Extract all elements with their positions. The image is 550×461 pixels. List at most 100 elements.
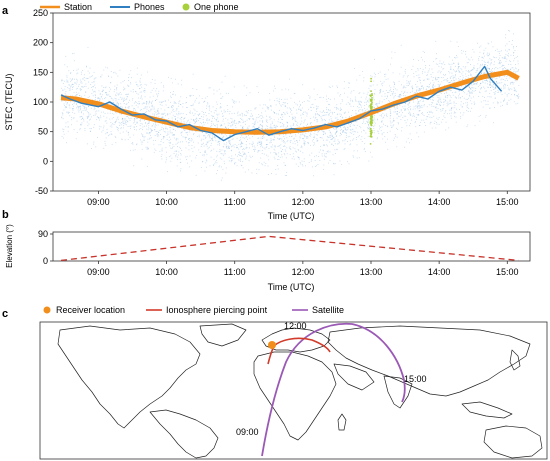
phones-scatter-point <box>385 90 387 91</box>
phones-scatter-point <box>350 143 351 145</box>
phones-scatter-point <box>208 87 210 89</box>
phones-scatter-point <box>196 117 197 119</box>
phones-scatter-point <box>128 105 130 107</box>
phones-scatter-point <box>473 67 475 69</box>
phones-scatter-point <box>149 96 151 98</box>
phones-scatter-point <box>489 81 491 83</box>
phones-scatter-point <box>224 153 226 155</box>
panel-b-xtick-label: 13:00 <box>360 267 383 277</box>
phones-scatter-point <box>490 41 492 43</box>
phones-scatter-point <box>436 122 437 123</box>
phones-scatter-point <box>427 71 429 73</box>
phones-scatter-point <box>137 85 139 87</box>
phones-scatter-point <box>94 114 96 116</box>
phones-scatter-point <box>233 112 235 114</box>
phones-scatter-point <box>396 111 398 112</box>
phones-scatter-point <box>386 114 387 116</box>
phones-scatter-point <box>125 121 127 123</box>
phones-scatter-point <box>172 105 174 107</box>
phones-scatter-point <box>117 93 119 95</box>
phones-scatter-point <box>356 137 357 138</box>
phones-scatter-point <box>496 48 498 50</box>
phones-scatter-point <box>345 134 347 136</box>
phones-scatter-point <box>236 147 238 149</box>
phones-scatter-point <box>81 86 83 88</box>
phones-scatter-point <box>399 95 401 97</box>
phones-scatter-point <box>242 149 243 150</box>
phones-scatter-point <box>254 149 256 150</box>
phones-scatter-point <box>243 148 245 150</box>
phones-scatter-point <box>178 151 180 153</box>
phones-scatter-point <box>384 76 386 78</box>
phones-scatter-point <box>499 55 501 56</box>
phones-scatter-point <box>459 76 461 77</box>
phones-scatter-point <box>299 106 300 108</box>
phones-scatter-point <box>326 112 328 113</box>
phones-scatter-point <box>409 142 410 144</box>
phones-scatter-point <box>270 117 272 119</box>
phones-scatter-point <box>257 137 259 139</box>
phones-scatter-point <box>126 103 128 105</box>
phones-scatter-point <box>77 93 78 95</box>
phones-scatter-point <box>490 90 492 92</box>
phones-scatter-point <box>61 112 63 114</box>
phones-scatter-point <box>361 131 362 133</box>
phones-scatter-point <box>103 127 104 129</box>
phones-scatter-point <box>359 100 361 102</box>
phones-scatter-point <box>256 168 258 170</box>
phones-scatter-point <box>133 120 135 122</box>
phones-scatter-point <box>514 94 515 96</box>
phones-scatter-point <box>475 90 476 91</box>
phones-scatter-point <box>240 118 242 119</box>
phones-scatter-point <box>480 83 481 84</box>
phones-scatter-point <box>240 141 242 143</box>
phones-scatter-point <box>201 143 203 145</box>
phones-scatter-point <box>314 131 316 132</box>
phones-scatter-point <box>451 107 452 109</box>
phones-scatter-point <box>87 47 89 49</box>
phones-scatter-point <box>397 96 399 97</box>
phones-scatter-point <box>314 119 316 121</box>
phones-scatter-point <box>480 87 482 88</box>
phones-scatter-point <box>188 144 190 146</box>
receiver-location-marker <box>268 341 276 349</box>
phones-scatter-point <box>198 149 200 151</box>
phones-scatter-point <box>182 141 183 143</box>
phones-scatter-point <box>142 139 144 141</box>
phones-scatter-point <box>317 113 318 115</box>
phones-scatter-point <box>418 88 420 89</box>
phones-scatter-point <box>480 64 482 66</box>
phones-scatter-point <box>76 120 78 122</box>
phones-scatter-point <box>456 97 457 99</box>
phones-scatter-point <box>171 105 172 107</box>
phones-scatter-point <box>410 114 412 116</box>
phones-scatter-point <box>185 123 187 125</box>
phones-scatter-point <box>431 68 433 70</box>
phones-scatter-point <box>485 100 486 102</box>
phones-scatter-point <box>221 124 223 126</box>
phones-scatter-point <box>279 156 281 158</box>
phones-scatter-point <box>242 127 244 129</box>
phones-scatter-point <box>226 105 228 106</box>
phones-scatter-point <box>137 106 139 108</box>
phones-scatter-point <box>68 112 70 113</box>
phones-scatter-point <box>419 68 421 69</box>
phones-scatter-point <box>487 86 489 88</box>
phones-scatter-point <box>157 113 158 115</box>
phones-scatter-point <box>109 125 111 127</box>
phones-scatter-point <box>373 93 375 94</box>
phones-scatter-point <box>231 113 233 115</box>
phones-scatter-point <box>135 101 137 103</box>
phones-scatter-point <box>71 116 72 118</box>
phones-scatter-point <box>252 118 254 120</box>
phones-scatter-point <box>433 86 434 88</box>
phones-scatter-point <box>401 84 402 86</box>
phones-scatter-point <box>165 126 167 128</box>
phones-scatter-point <box>195 157 197 159</box>
one-phone-point <box>369 98 372 101</box>
phones-scatter-point <box>121 118 123 120</box>
phones-scatter-point <box>170 138 172 140</box>
phones-scatter-point <box>311 140 313 142</box>
phones-scatter-point <box>381 121 383 122</box>
phones-scatter-point <box>424 71 426 73</box>
